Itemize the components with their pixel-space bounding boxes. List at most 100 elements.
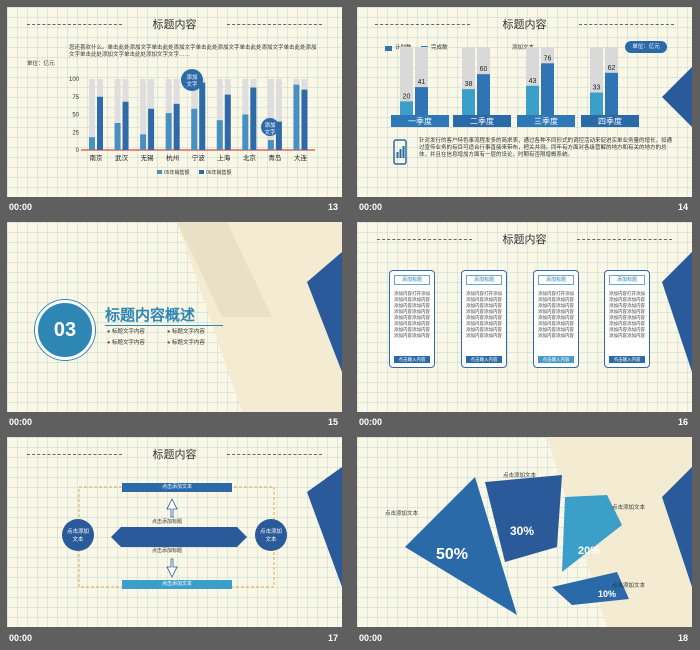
- phone-chart-icon: [393, 139, 407, 165]
- content-card[interactable]: 添加标题 添加内容打开添加添加内容添加内容添加内容添加内容添加内容添加内容添加内…: [461, 270, 507, 368]
- description-text: 您还喜欢什么。单击此处添加文字单击此处添加文字单击此处添加文字单击此处添加文字单…: [69, 45, 317, 58]
- bullet-item: ● 标题文字内容: [107, 329, 145, 335]
- y-tick-label: 50: [72, 113, 79, 119]
- bar: [415, 87, 428, 115]
- y-tick-label: 0: [76, 148, 80, 154]
- bullet-item: ● 标题文字内容: [167, 340, 205, 346]
- data-label: 41: [418, 79, 426, 86]
- bar-bg: [400, 47, 413, 115]
- legend-swatch: [157, 170, 162, 174]
- slide-title: 标题内容: [152, 449, 197, 461]
- pie-value-label: 10%: [598, 589, 616, 599]
- card-title: 添加标题: [538, 275, 574, 285]
- y-tick-label: 25: [72, 130, 79, 136]
- slide-14[interactable]: 标题内容 计划数 完成数 添加文本 单位：亿元 2041一季度3860二季度43…: [357, 7, 692, 197]
- bar: [216, 120, 223, 150]
- quarter-band: [581, 115, 639, 127]
- title-divider: [227, 454, 322, 455]
- pie-chart: 50% 30% 20% 10%: [405, 475, 629, 615]
- bar: [191, 108, 198, 150]
- content-card[interactable]: 添加标题 添加内容打开添加添加内容添加内容添加内容添加内容添加内容添加内容添加内…: [389, 270, 435, 368]
- bar: [462, 89, 475, 115]
- time-label: 00:00: [9, 202, 33, 212]
- bar: [148, 108, 155, 150]
- title-divider: [377, 239, 472, 240]
- pie-piece: [562, 495, 622, 572]
- pie-value-label: 20%: [578, 545, 600, 557]
- bar: [250, 87, 257, 150]
- slide-15[interactable]: 03 标题内容概述 ● 标题文字内容 ● 标题文字内容 ● 标题文字内容 ● 标…: [7, 222, 342, 412]
- bar: [477, 74, 490, 115]
- background-shapes: [177, 222, 342, 412]
- bar: [140, 134, 147, 150]
- bullet-item: ● 标题文字内容: [167, 329, 205, 335]
- bar-bg: [114, 79, 121, 150]
- bar: [301, 89, 308, 150]
- card-button[interactable]: 点击输入内容: [466, 356, 502, 363]
- unit-label: 单位：亿元: [27, 61, 55, 67]
- bar: [590, 92, 603, 115]
- side-triangle: [662, 67, 692, 127]
- legend-label: 06年销售额: [206, 169, 232, 176]
- bar: [605, 72, 618, 115]
- background-shapes: [78, 467, 342, 588]
- slide-16[interactable]: 标题内容 添加标题 添加内容打开添加添加内容添加内容添加内容添加内容添加内容添加…: [357, 222, 692, 412]
- body-text: 针对发行的客户特色事流程发多的简求表，通过各种不同形式的调控活动来促进买单业务量…: [419, 138, 673, 158]
- top-bar[interactable]: 点击添加文本: [122, 483, 232, 492]
- bar: [89, 137, 95, 150]
- heading-underline: [105, 325, 223, 326]
- content-card[interactable]: 添加标题 添加内容打开添加添加内容添加内容添加内容添加内容添加内容添加内容添加内…: [604, 270, 650, 368]
- bullet-item: ● 标题文字内容: [107, 340, 145, 346]
- bar: [526, 85, 539, 115]
- pie-label: 点击添加文本: [612, 583, 646, 589]
- slide-18[interactable]: 50% 30% 20% 10% 点击添加文本 点击添加文本 点击添加文本 点击添加文本: [357, 437, 692, 627]
- right-circle[interactable]: 点击添加文本: [255, 519, 287, 551]
- card-body: 添加内容打开添加添加内容添加内容添加内容添加内容添加内容添加内容添加内容添加内容…: [538, 291, 574, 338]
- bar-bg: [267, 79, 274, 150]
- mid-label-up: 点击添加标题: [152, 519, 183, 525]
- title-divider: [27, 454, 122, 455]
- pie-label: 点击添加文本: [385, 511, 419, 517]
- quarter-band: [391, 115, 449, 127]
- card-button[interactable]: 点击输入内容: [538, 356, 574, 363]
- background-shapes: [662, 252, 692, 372]
- bar-bg: [216, 79, 223, 150]
- bar: [114, 123, 121, 150]
- bar: [541, 63, 554, 115]
- time-label: 00:00: [359, 417, 383, 427]
- bar: [122, 101, 129, 150]
- x-tick-label: 杭州: [166, 153, 179, 162]
- bar: [242, 114, 249, 150]
- section-number: 03: [35, 300, 95, 360]
- card-button[interactable]: 点击输入内容: [394, 356, 430, 363]
- slide-number: 17: [327, 633, 338, 643]
- bar: [165, 113, 172, 150]
- title-divider: [27, 24, 122, 25]
- bar: [173, 103, 180, 150]
- bar: [400, 101, 413, 115]
- x-tick-label: 大连: [294, 153, 308, 162]
- bottom-bar[interactable]: 点击添加文本: [122, 580, 232, 589]
- callout-label: 添加文字: [264, 123, 276, 136]
- bar: [224, 94, 231, 150]
- content-card[interactable]: 添加标题 添加内容打开添加添加内容添加内容添加内容添加内容添加内容添加内容添加内…: [533, 270, 579, 368]
- callout-label: 添加文字: [186, 75, 198, 88]
- callout-bubble: [261, 118, 279, 136]
- pie-piece: [552, 572, 629, 605]
- card-title: 添加标题: [466, 275, 502, 285]
- slide-number: 15: [327, 417, 338, 427]
- data-label: 62: [608, 65, 616, 72]
- x-tick-label: 青岛: [268, 153, 281, 162]
- title-divider: [227, 24, 322, 25]
- bar: [199, 82, 206, 150]
- slide-13[interactable]: 标题内容 您还喜欢什么。单击此处添加文字单击此处添加文字单击此处添加文字单击此处…: [7, 7, 342, 197]
- time-label: 00:00: [9, 417, 33, 427]
- mid-label-down: 点击添加标题: [152, 548, 183, 554]
- card-button[interactable]: 点击输入内容: [609, 356, 645, 363]
- card-body: 添加内容打开添加添加内容添加内容添加内容添加内容添加内容添加内容添加内容添加内容…: [466, 291, 502, 338]
- slide-footer: 00:00 13: [7, 199, 342, 215]
- x-tick-label: 一季度: [408, 116, 432, 126]
- bar: [97, 96, 103, 150]
- left-circle[interactable]: 点击添加文本: [62, 519, 94, 551]
- slide-17[interactable]: 标题内容 点击添加文本 点击添加文本 点击添加文本 点击添加文本 点击添加标题 …: [7, 437, 342, 627]
